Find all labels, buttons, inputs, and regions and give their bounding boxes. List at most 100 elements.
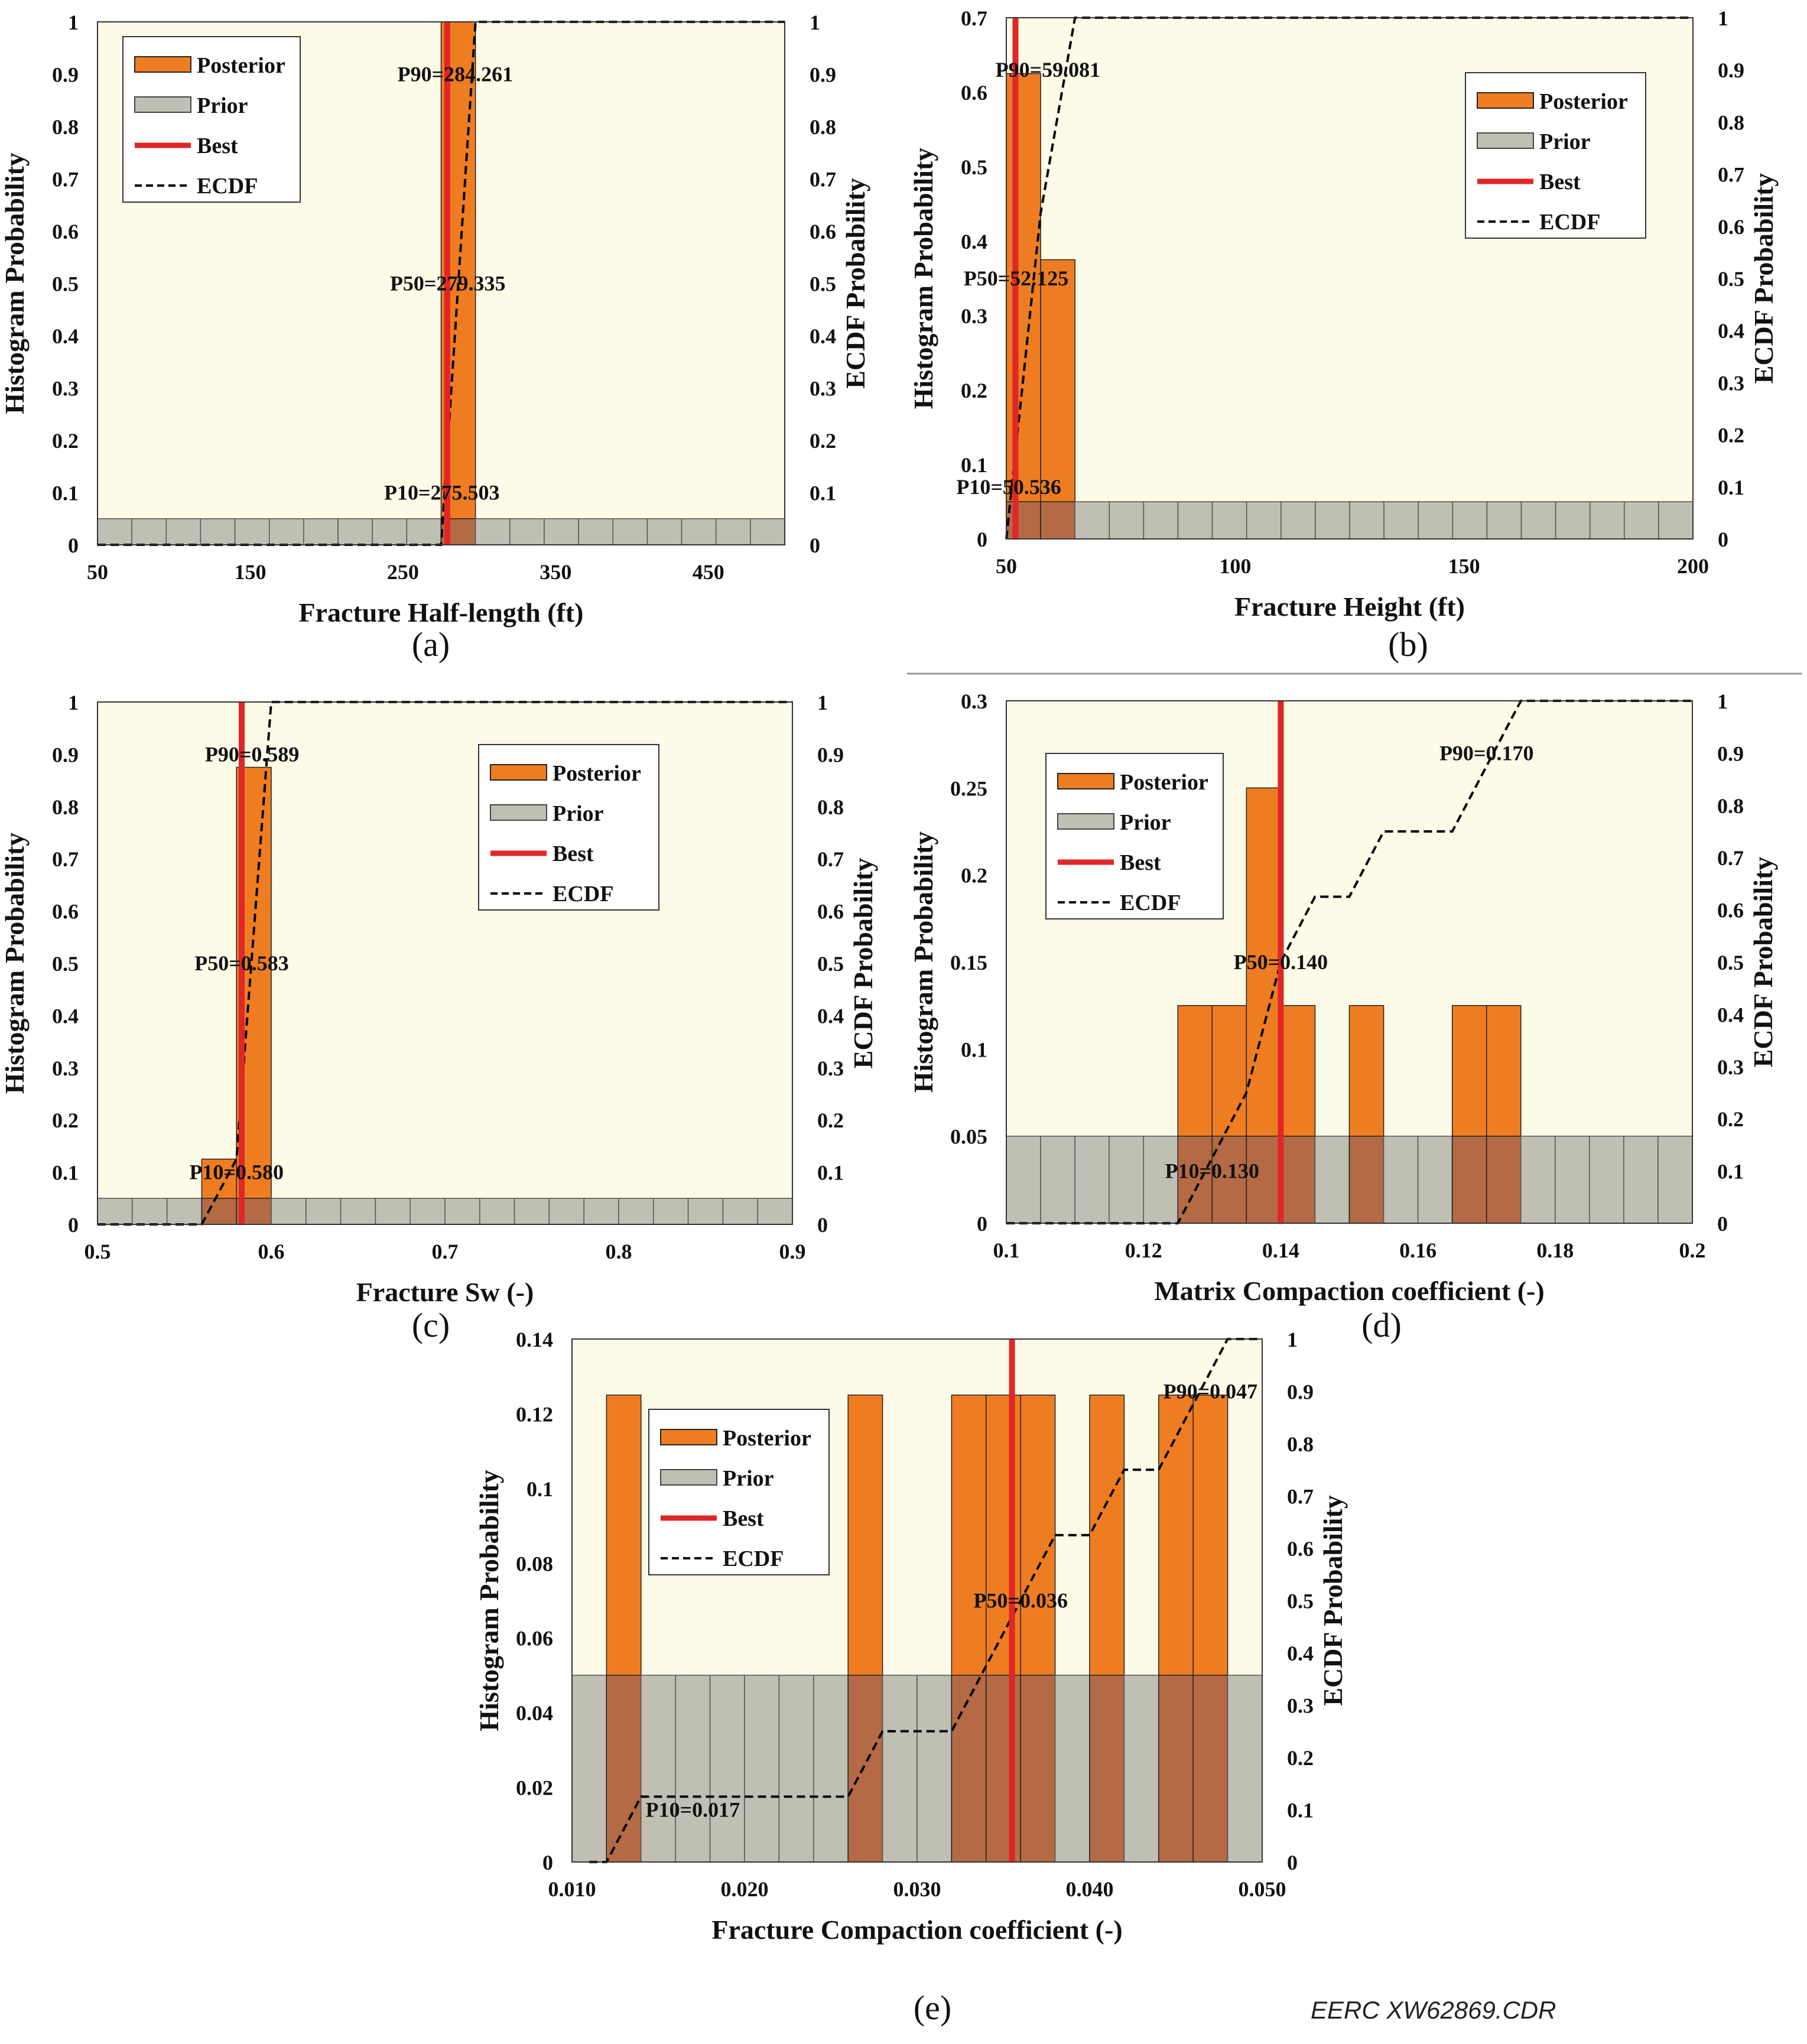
y-tick-label: 0 [977, 1212, 987, 1236]
percentile-annotation: P50=52.125 [964, 267, 1069, 290]
overlap-bar [1158, 1675, 1194, 1863]
prior-bar [1658, 1135, 1693, 1224]
y-tick-label: 0.08 [516, 1552, 553, 1575]
prior-bar [1074, 501, 1110, 540]
y2-tick-label: 0.7 [1718, 163, 1744, 187]
prior-bar [1109, 501, 1145, 540]
legend-label: ECDF [723, 1546, 784, 1571]
y-tick-label: 0.1 [52, 1161, 79, 1185]
legend-label: Posterior [552, 761, 641, 786]
y2-tick-label: 0.4 [1717, 1003, 1744, 1026]
x-tick-label: 0.9 [779, 1240, 806, 1263]
prior-bar [410, 1198, 446, 1225]
y-tick-label: 0.7 [52, 168, 79, 191]
y2-tick-label: 0.8 [1287, 1432, 1314, 1456]
legend-label: Best [197, 134, 238, 158]
prior-bar [1417, 1135, 1453, 1224]
y-tick-label: 0.8 [52, 795, 79, 819]
y2-axis-label: ECDF Probability [1748, 173, 1779, 384]
panel-label: (d) [1361, 1306, 1402, 1344]
legend-swatch-prior [134, 96, 191, 113]
prior-bar [1418, 501, 1454, 540]
plot-frame [1006, 17, 1694, 540]
y2-tick-label: 0.5 [1718, 267, 1744, 291]
percentile-annotation: P50=279.335 [390, 272, 506, 295]
y-tick-label: 0.4 [52, 1004, 79, 1028]
prior-bar [165, 518, 202, 545]
y2-tick-label: 0.3 [817, 1057, 844, 1080]
legend-swatch-prior [1477, 132, 1534, 149]
prior-bar [1555, 501, 1591, 540]
y2-tick-label: 1 [810, 11, 820, 34]
percentile-annotation: P90=0.047 [1164, 1380, 1258, 1403]
y-tick-label: 0.7 [961, 7, 987, 30]
legend-swatch-prior [1057, 813, 1114, 830]
credit-label: EERC XW62869.CDR [1311, 1996, 1556, 2024]
y2-tick-label: 0.5 [1287, 1590, 1314, 1613]
y2-tick-label: 0 [1718, 528, 1728, 551]
prior-bar [1383, 1135, 1419, 1224]
x-tick-label: 0.6 [258, 1240, 285, 1263]
y-tick-label: 0.9 [52, 743, 79, 766]
plot-frame [97, 701, 793, 1225]
x-tick-label: 0.1 [993, 1239, 1020, 1262]
prior-bar [97, 518, 132, 545]
y2-tick-label: 0.8 [817, 795, 844, 819]
prior-bar [1452, 501, 1488, 540]
y-axis-label: Histogram Probability [908, 148, 938, 410]
legend-box [122, 36, 301, 203]
prior-bar [1123, 1675, 1159, 1863]
y-tick-label: 0 [68, 534, 79, 557]
legend-swatch-prior [490, 804, 547, 821]
percentile-annotation: P10=0.017 [646, 1798, 740, 1822]
prior-bar [1246, 501, 1282, 540]
y2-tick-label: 0.3 [1717, 1055, 1744, 1079]
percentile-annotation: P10=275.503 [384, 481, 500, 505]
x-axis-label: Fracture Compaction coefficient (-) [711, 1915, 1122, 1945]
y2-tick-label: 1 [1287, 1328, 1298, 1351]
x-tick-label: 50 [996, 554, 1017, 578]
prior-bar [641, 1675, 676, 1863]
overlap-bar [1089, 1675, 1125, 1863]
y-tick-label: 0.2 [52, 1109, 79, 1132]
y-tick-label: 0 [977, 528, 987, 551]
x-tick-label: 0.18 [1536, 1239, 1574, 1262]
overlap-bar [1280, 1135, 1316, 1224]
x-tick-label: 250 [387, 560, 419, 584]
plot-frame [1006, 700, 1693, 1224]
prior-bar [97, 1198, 133, 1225]
y-tick-label: 0.5 [52, 272, 79, 296]
prior-bar [200, 518, 236, 545]
overlap-bar [951, 1675, 987, 1863]
y2-axis-label: ECDF Probability [1748, 857, 1778, 1068]
y2-tick-label: 0.2 [817, 1109, 844, 1132]
prior-bar [1624, 501, 1659, 540]
y-tick-label: 1 [68, 11, 79, 34]
prior-bar [131, 518, 167, 545]
y-tick-label: 0.05 [950, 1125, 987, 1149]
y-tick-label: 0.2 [961, 864, 987, 888]
prior-bar [583, 1198, 619, 1225]
chart-panel-e: 0.010 0.020 0.030 0.040 0.05000.020.040.060.… [474, 1328, 1348, 2027]
y2-tick-label: 0 [810, 534, 820, 557]
percentile-annotation: P90=0.589 [205, 742, 300, 766]
y-tick-label: 0.2 [52, 429, 79, 453]
legend-label: Best [1120, 850, 1161, 875]
legend: Posterior Prior Best ECDF [122, 36, 301, 203]
x-axis-label: Fracture Height (ft) [1234, 592, 1465, 622]
y-tick-label: 0.3 [961, 304, 987, 328]
prior-bar [337, 518, 373, 545]
y-tick-label: 0.9 [52, 63, 79, 87]
prior-bar [375, 1198, 411, 1225]
panel-label: (e) [914, 1988, 951, 2027]
legend-label: Prior [552, 801, 604, 826]
x-axis-label: Fracture Half-length (ft) [299, 597, 584, 628]
y2-tick-label: 0.3 [810, 377, 836, 401]
y-tick-label: 0.5 [961, 155, 987, 179]
y2-tick-label: 0.2 [1287, 1746, 1314, 1770]
percentile-annotation: P90=284.261 [398, 63, 514, 86]
y-tick-label: 0.8 [52, 115, 79, 139]
x-tick-label: 0.040 [1066, 1877, 1114, 1901]
y2-tick-label: 0 [1287, 1851, 1298, 1874]
x-axis-label: Fracture Sw (-) [356, 1277, 534, 1307]
